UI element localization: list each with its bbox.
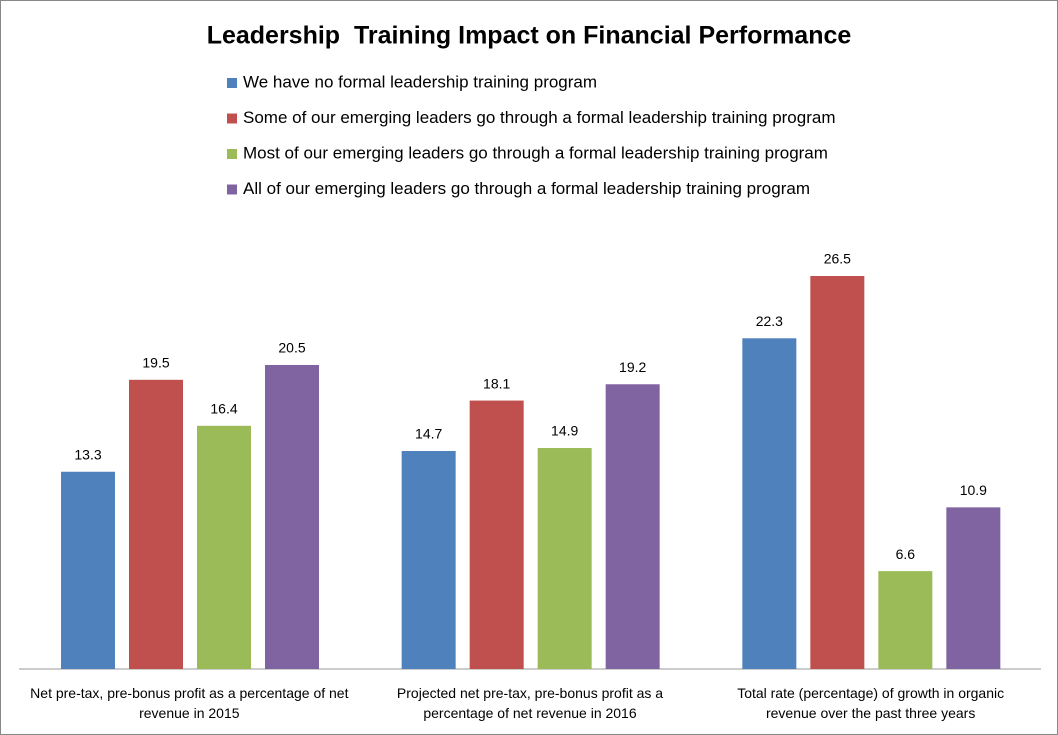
data-label: 16.4 xyxy=(210,400,237,416)
data-label: 19.5 xyxy=(142,355,169,371)
legend-swatch xyxy=(227,149,237,159)
data-label: 14.7 xyxy=(415,426,442,442)
bar xyxy=(878,571,933,669)
bar xyxy=(129,379,183,669)
data-label: 18.1 xyxy=(483,375,510,391)
data-label: 10.9 xyxy=(960,482,987,498)
bar xyxy=(61,471,115,669)
legend-swatch xyxy=(227,113,237,124)
bar xyxy=(265,364,319,669)
bar xyxy=(469,400,524,669)
data-label: 20.5 xyxy=(278,340,305,356)
legend-swatch xyxy=(227,184,237,195)
legend-label: Some of our emerging leaders go through … xyxy=(243,108,836,127)
bar xyxy=(742,338,797,669)
bar xyxy=(537,448,592,669)
x-tick-label: Total rate (percentage) of growth in org… xyxy=(737,685,1005,721)
data-label: 6.6 xyxy=(896,546,916,562)
bar xyxy=(197,425,251,669)
data-label: 26.5 xyxy=(824,251,851,267)
legend-label: We have no formal leadership training pr… xyxy=(243,72,597,91)
bar xyxy=(810,276,865,669)
bar xyxy=(401,450,456,669)
x-tick-label: Projected net pre-tax, pre-bonus profit … xyxy=(396,685,664,721)
bar xyxy=(946,507,1001,669)
data-label: 22.3 xyxy=(756,313,783,329)
x-tick-label: Net pre-tax, pre-bonus profit as a perce… xyxy=(30,685,349,721)
legend-swatch xyxy=(227,78,237,88)
legend-label: Most of our emerging leaders go through … xyxy=(243,143,828,162)
legend-label: All of our emerging leaders go through a… xyxy=(243,179,810,198)
bar xyxy=(605,384,660,669)
data-label: 19.2 xyxy=(619,359,646,375)
data-label: 13.3 xyxy=(74,446,101,462)
data-label: 14.9 xyxy=(551,423,578,439)
chart-title: Leadership Training Impact on Financial … xyxy=(207,22,852,50)
